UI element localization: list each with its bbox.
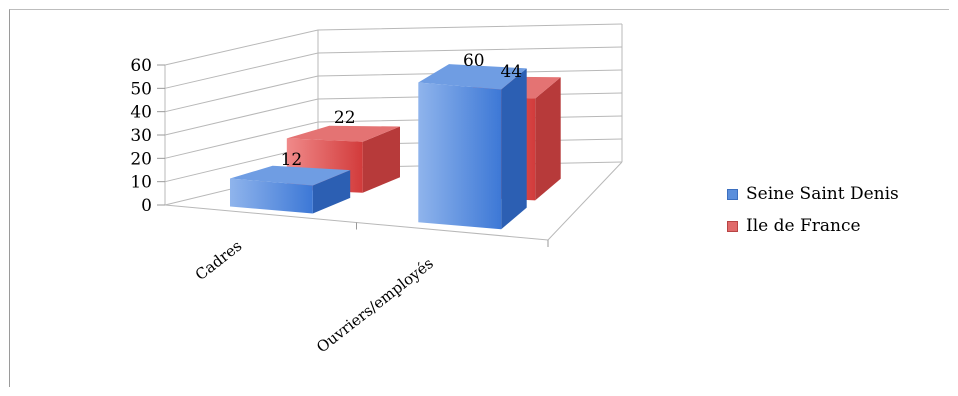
bar-side: [535, 77, 561, 201]
legend-swatch: [727, 188, 738, 200]
legend-item-series-1: Ile de France: [727, 210, 899, 242]
bar-side: [501, 68, 527, 230]
bar-side: [312, 170, 351, 214]
data-label: 44: [500, 62, 522, 82]
bar-top: [230, 165, 351, 186]
y-tick-label: 0: [141, 196, 152, 216]
data-label: 60: [463, 51, 485, 71]
legend: Seine Saint Denis Ile de France: [727, 178, 899, 242]
legend-label: Ile de France: [746, 216, 861, 236]
data-label: 22: [334, 108, 356, 128]
bar-top: [286, 125, 400, 142]
bar-top: [418, 64, 527, 90]
y-tick-label: 40: [130, 103, 152, 123]
y-axis-ticks: 0 10 20 30 40 50 60: [130, 56, 152, 216]
y-tick-label: 50: [130, 79, 152, 99]
y-tick-label: 60: [130, 56, 152, 76]
y-tick-label: 30: [130, 126, 152, 146]
data-label: 12: [281, 150, 303, 170]
bar-front: [418, 82, 502, 230]
gridline: [164, 23, 623, 66]
chart-bars: [230, 64, 561, 230]
x-axis-categories: Cadres Ouvriers/employés: [192, 237, 437, 357]
bar-0-0: [230, 165, 351, 214]
y-tick-label: 10: [130, 173, 152, 193]
legend-swatch: [727, 220, 738, 232]
legend-label: Seine Saint Denis: [746, 184, 899, 204]
legend-item-series-0: Seine Saint Denis: [727, 178, 899, 210]
bar-side: [362, 126, 400, 193]
bar-front: [230, 178, 313, 214]
y-tick-label: 20: [130, 149, 152, 169]
category-label: Ouvriers/employés: [313, 254, 437, 356]
bar-0-1: [418, 64, 527, 230]
chart-frame: [9, 9, 949, 387]
category-label: Cadres: [192, 237, 245, 284]
data-labels: 22 44 12 60: [281, 51, 523, 170]
